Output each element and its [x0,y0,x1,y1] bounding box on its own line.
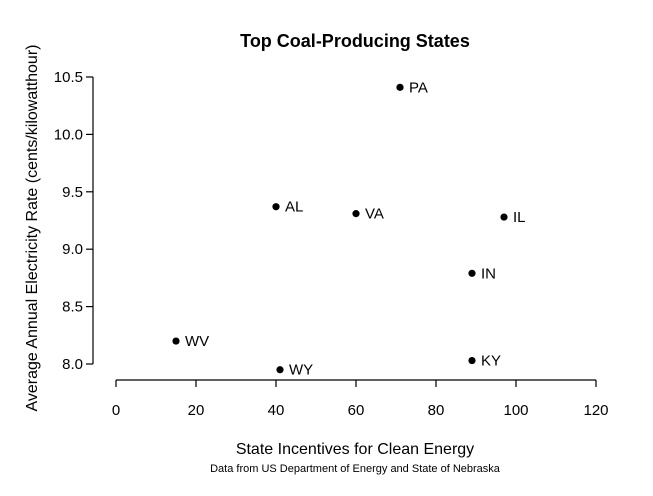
x-axis-label: State Incentives for Clean Energy [236,441,474,458]
chart-title: Top Coal-Producing States [240,31,470,51]
point-label-wy: WY [289,362,313,379]
point-label-in: IN [481,265,496,282]
point-label-pa: PA [409,79,428,96]
x-tick-label: 120 [583,402,608,419]
y-tick-label: 9.0 [62,241,83,258]
x-axis: 0 20 40 60 80 100 120 [112,379,609,419]
point-label-va: VA [365,206,384,223]
point-label-al: AL [285,199,303,216]
x-tick-label: 20 [188,402,205,419]
y-axis-label: Average Annual Electricity Rate (cents/k… [24,45,41,412]
y-tick-label: 8.5 [62,299,83,316]
y-tick-label: 8.0 [62,356,83,373]
x-tick-label: 60 [348,402,365,419]
y-tick-label: 10.0 [54,126,83,143]
data-point-wv [172,337,180,345]
data-point-pa [396,83,404,91]
y-axis: 8.0 8.5 9.0 9.5 10.0 10.5 [54,69,94,373]
data-point-in [468,269,476,277]
x-tick-label: 80 [428,402,445,419]
data-point-wy [276,366,284,374]
data-point-va [352,210,360,218]
data-point-il [500,213,508,221]
x-tick-label: 100 [503,402,528,419]
data-source-caption: Data from US Department of Energy and St… [210,463,501,475]
y-tick-label: 9.5 [62,184,83,201]
point-label-wv: WV [185,333,209,350]
point-label-il: IL [513,209,526,226]
y-tick-label: 10.5 [54,69,83,86]
data-point-al [272,203,280,211]
point-label-ky: KY [481,353,501,370]
x-tick-label: 40 [268,402,285,419]
data-point-ky [468,356,476,365]
x-tick-label: 0 [112,402,120,419]
data-points: PA AL VA IL IN WV KY WY [172,79,526,379]
